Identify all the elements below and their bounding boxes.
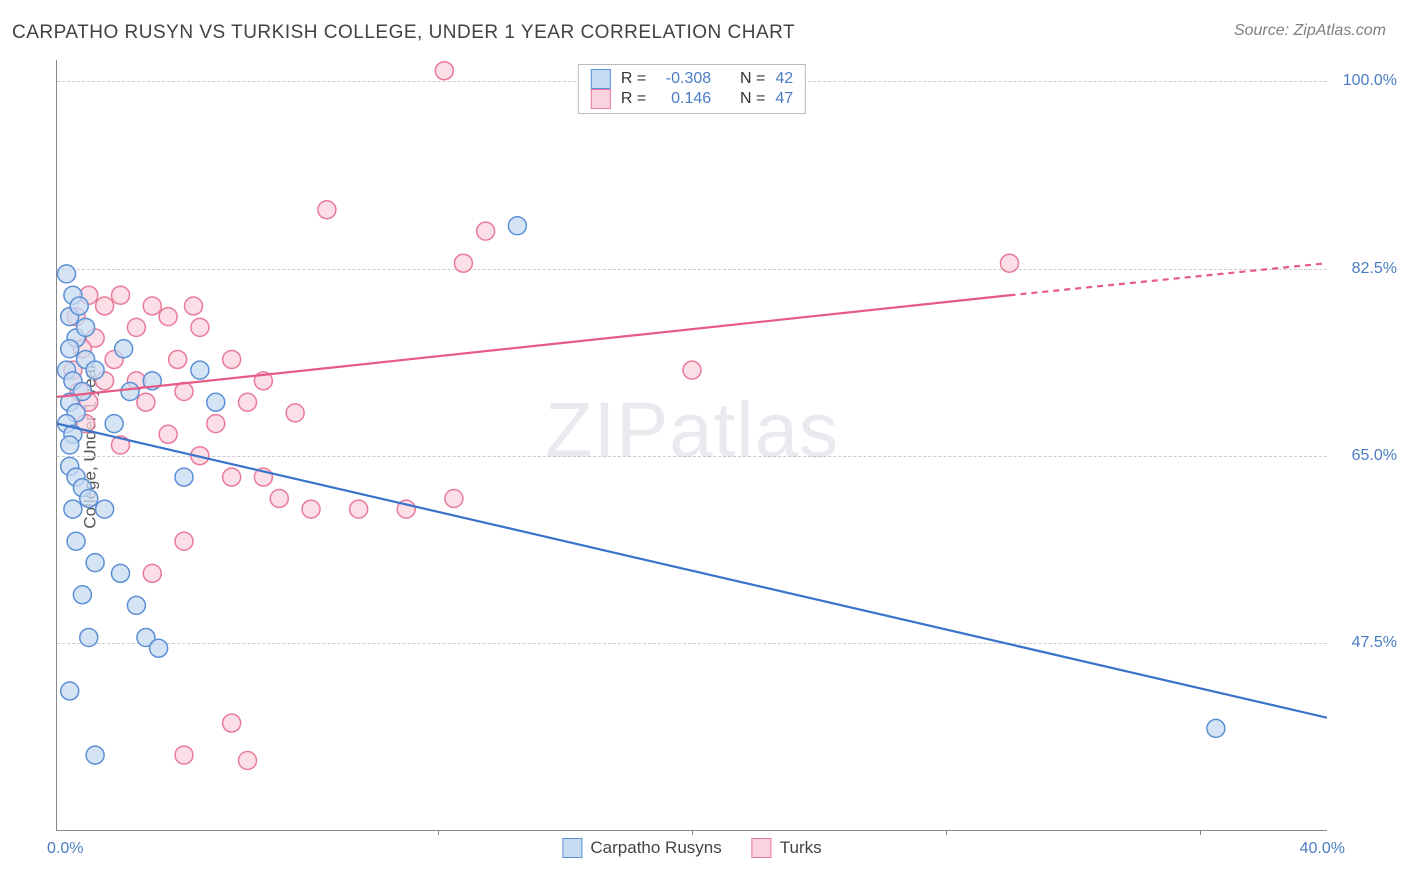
legend-row-blue: R = -0.308 N = 42 bbox=[591, 69, 793, 89]
correlation-legend: R = -0.308 N = 42 R = 0.146 N = 47 bbox=[578, 64, 806, 114]
chart-title: CARPATHO RUSYN VS TURKISH COLLEGE, UNDER… bbox=[12, 22, 795, 44]
y-tick: 82.5% bbox=[1337, 260, 1397, 278]
y-tick: 100.0% bbox=[1337, 72, 1397, 90]
legend-row-pink: R = 0.146 N = 47 bbox=[591, 89, 793, 109]
y-tick: 65.0% bbox=[1337, 447, 1397, 465]
source-attribution: Source: ZipAtlas.com bbox=[1234, 22, 1386, 40]
swatch-blue-icon bbox=[591, 69, 611, 89]
x-tick-right: 40.0% bbox=[1300, 840, 1345, 858]
swatch-pink-icon bbox=[591, 89, 611, 109]
swatch-pink-icon bbox=[752, 838, 772, 858]
legend-item-pink: Turks bbox=[752, 838, 822, 858]
y-tick: 47.5% bbox=[1337, 634, 1397, 652]
series-legend: Carpatho Rusyns Turks bbox=[562, 838, 821, 858]
x-tick-left: 0.0% bbox=[47, 840, 83, 858]
legend-item-blue: Carpatho Rusyns bbox=[562, 838, 721, 858]
plot-area: ZIPatlas 47.5%65.0%82.5%100.0% R = -0.30… bbox=[56, 60, 1327, 831]
swatch-blue-icon bbox=[562, 838, 582, 858]
chart-canvas bbox=[57, 60, 1327, 830]
